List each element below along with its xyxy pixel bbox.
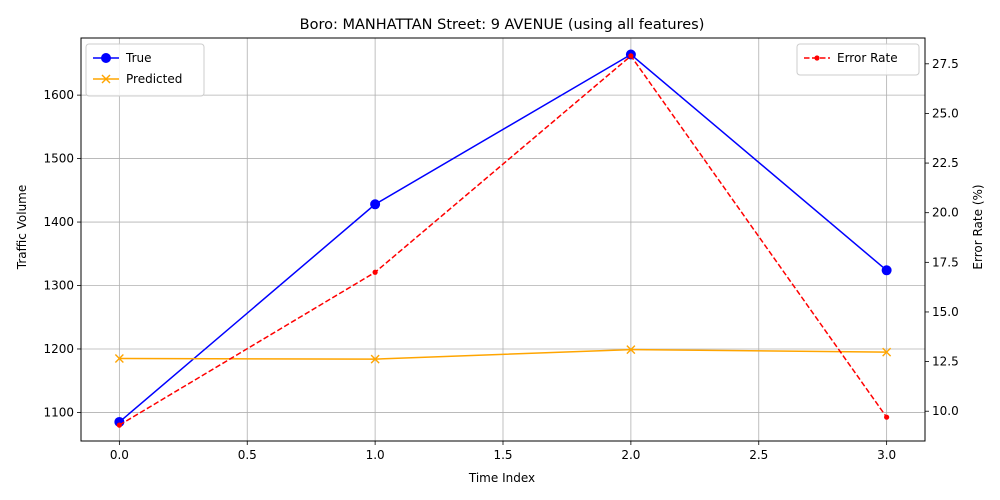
x-tick-label: 2.5 [749, 448, 768, 462]
x-tick-label: 0.5 [238, 448, 257, 462]
legend-label-error-rate: Error Rate [837, 51, 898, 65]
y-axis-label-left: Traffic Volume [15, 185, 29, 271]
legend-marker-predicted [101, 74, 111, 84]
y-tick-label-left: 1500 [43, 152, 74, 166]
y-tick-label-left: 1200 [43, 342, 74, 356]
x-tick-label: 3.0 [877, 448, 896, 462]
y-tick-label-left: 1100 [43, 405, 74, 419]
data-point-predicted [370, 354, 380, 364]
y-tick-label-right: 25.0 [932, 106, 959, 120]
y-tick-label-right: 15.0 [932, 305, 959, 319]
series-layer [114, 49, 892, 428]
legend-label-predicted: Predicted [126, 72, 182, 86]
x-axis: 0.0 0.5 1.0 1.5 2.0 2.5 3.0 [110, 441, 896, 462]
series-line-error-rate [119, 54, 888, 426]
data-point-predicted [882, 347, 892, 357]
y-tick-label-left: 1400 [43, 215, 74, 229]
series-line-predicted [119, 348, 887, 360]
y-tick-label-right: 17.5 [932, 255, 959, 269]
legend-box [85, 43, 205, 97]
x-tick-label: 1.0 [366, 448, 385, 462]
y-axis-right: 10.0 12.5 15.0 17.5 20.0 22.5 25.0 27.5 [925, 57, 959, 418]
y-tick-label-right: 27.5 [932, 57, 959, 71]
legend-left: True Predicted [85, 43, 205, 97]
y-tick-label-left: 1600 [43, 88, 74, 102]
data-point-true [881, 265, 892, 276]
legend-right: Error Rate [796, 43, 920, 76]
legend-marker-true [101, 53, 111, 63]
y-tick-label-right: 20.0 [932, 206, 959, 220]
x-axis-label: Time Index [468, 471, 535, 485]
data-point-error-rate [372, 269, 378, 275]
y-tick-label-right: 12.5 [932, 355, 959, 369]
data-point-true [370, 199, 381, 210]
legend-marker-error-rate [814, 55, 820, 61]
x-tick-label: 1.5 [493, 448, 512, 462]
x-tick-label: 0.0 [110, 448, 129, 462]
plot-area [80, 37, 926, 442]
y-axis-label-right: Error Rate (%) [971, 184, 985, 269]
data-point-error-rate [884, 414, 890, 420]
grid [81, 38, 925, 441]
y-tick-label-right: 10.0 [932, 404, 959, 418]
y-axis-left: 1100 1200 1300 1400 1500 1600 [43, 88, 81, 419]
data-point-predicted [626, 345, 636, 355]
data-point-predicted [114, 354, 124, 363]
legend-box [796, 43, 920, 76]
y-tick-label-left: 1300 [43, 279, 74, 293]
data-point-error-rate [628, 53, 634, 59]
series-line-true [118, 53, 888, 423]
x-tick-label: 2.0 [621, 448, 640, 462]
legend-label-true: True [125, 51, 152, 65]
data-point-error-rate [116, 422, 122, 428]
chart-title: Boro: MANHATTAN Street: 9 AVENUE (using … [300, 17, 705, 33]
y-tick-label-right: 22.5 [932, 156, 959, 170]
